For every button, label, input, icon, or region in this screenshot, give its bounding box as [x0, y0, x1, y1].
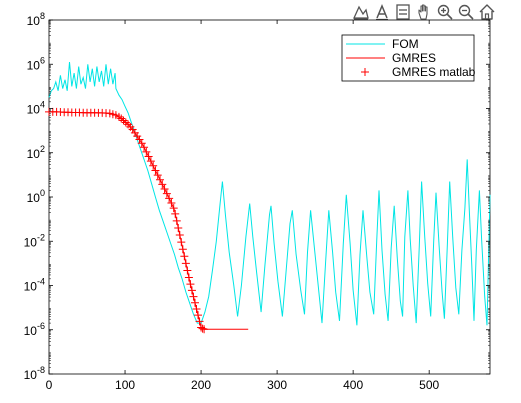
zoom-out-button[interactable] [456, 2, 476, 22]
legend-label-gmres-matlab: GMRES matlab [392, 65, 476, 79]
series-line-fom [48, 61, 491, 326]
marker-gmres-matlab [158, 180, 167, 189]
marker-gmres-matlab [194, 311, 203, 320]
legend-label-fom: FOM [392, 37, 419, 51]
marker-gmres-matlab [142, 147, 151, 156]
text-icon [376, 4, 388, 21]
pan-button[interactable] [414, 2, 434, 22]
marker-gmres-matlab [189, 292, 198, 301]
y-tick-label: 108 [27, 11, 45, 28]
marker-gmres-matlab [181, 259, 190, 268]
y-tick-label: 10-4 [24, 277, 45, 294]
marker-gmres-matlab [151, 166, 160, 175]
marker-gmres-matlab [195, 317, 204, 326]
home-button[interactable] [477, 2, 497, 22]
legend-label-gmres: GMRES [392, 51, 436, 65]
marker-gmres-matlab [144, 152, 153, 161]
autoscale-button[interactable] [351, 2, 371, 22]
legend-swatch-gmres-matlab [361, 68, 369, 76]
autoscale-icon [352, 5, 369, 20]
x-tick-label: 100 [115, 378, 135, 392]
marker-gmres-matlab [183, 266, 192, 275]
marker-gmres-matlab [140, 143, 149, 152]
marker-gmres-matlab [146, 157, 155, 166]
marker-gmres-matlab [165, 194, 174, 203]
zoom-in-button[interactable] [435, 2, 455, 22]
marker-gmres-matlab [156, 175, 165, 184]
hand-icon [418, 4, 428, 20]
marker-gmres-matlab [149, 161, 158, 170]
marker-gmres-matlab [186, 280, 195, 289]
y-tick-label: 10-6 [24, 321, 45, 338]
marker-gmres-matlab [167, 198, 176, 207]
x-tick-label: 300 [267, 378, 287, 392]
x-tick-label: 200 [191, 378, 211, 392]
marker-gmres-matlab [169, 204, 178, 213]
figure-toolbar [351, 2, 497, 24]
y-tick-label: 106 [27, 55, 45, 72]
data-layer [45, 61, 491, 334]
marker-gmres-matlab [172, 216, 181, 225]
y-tick-label: 10-2 [24, 232, 45, 249]
marker-gmres-matlab [153, 171, 162, 180]
zoom-in-icon [437, 4, 453, 20]
x-tick-label: 500 [419, 378, 439, 392]
marker-gmres-matlab [192, 304, 201, 313]
x-tick-label: 0 [46, 378, 53, 392]
legend: FOM GMRES GMRES matlab [341, 34, 476, 82]
y-tick-label: 104 [27, 100, 45, 117]
zoom-out-icon [458, 4, 474, 20]
marker-gmres-matlab [160, 185, 169, 194]
y-tick-label: 102 [27, 144, 45, 161]
marker-gmres-matlab [178, 245, 187, 254]
grid-icon [396, 4, 410, 20]
marker-gmres-matlab [180, 252, 189, 261]
marker-gmres-matlab [187, 286, 196, 295]
x-tick-label: 400 [343, 378, 363, 392]
axis-ticks: 0 100 200 300 400 500 10-8 10-6 10-4 10-2 100 102 10… [24, 11, 490, 392]
home-icon [479, 4, 495, 20]
marker-gmres-matlab [175, 231, 184, 240]
y-tick-label: 10-8 [24, 365, 45, 382]
marker-gmres-matlab [177, 238, 186, 247]
marker-gmres-matlab [200, 325, 209, 334]
marker-gmres-matlab [174, 223, 183, 232]
marker-gmres-matlab [171, 209, 180, 218]
grid-toggle-button[interactable] [393, 2, 413, 22]
marker-gmres-matlab [190, 298, 199, 307]
marker-gmres-matlab [162, 189, 171, 198]
y-tick-label: 100 [27, 188, 45, 205]
marker-gmres-matlab [184, 273, 193, 282]
marker-gmres-matlab [198, 324, 207, 333]
text-annotation-button[interactable] [372, 2, 392, 22]
